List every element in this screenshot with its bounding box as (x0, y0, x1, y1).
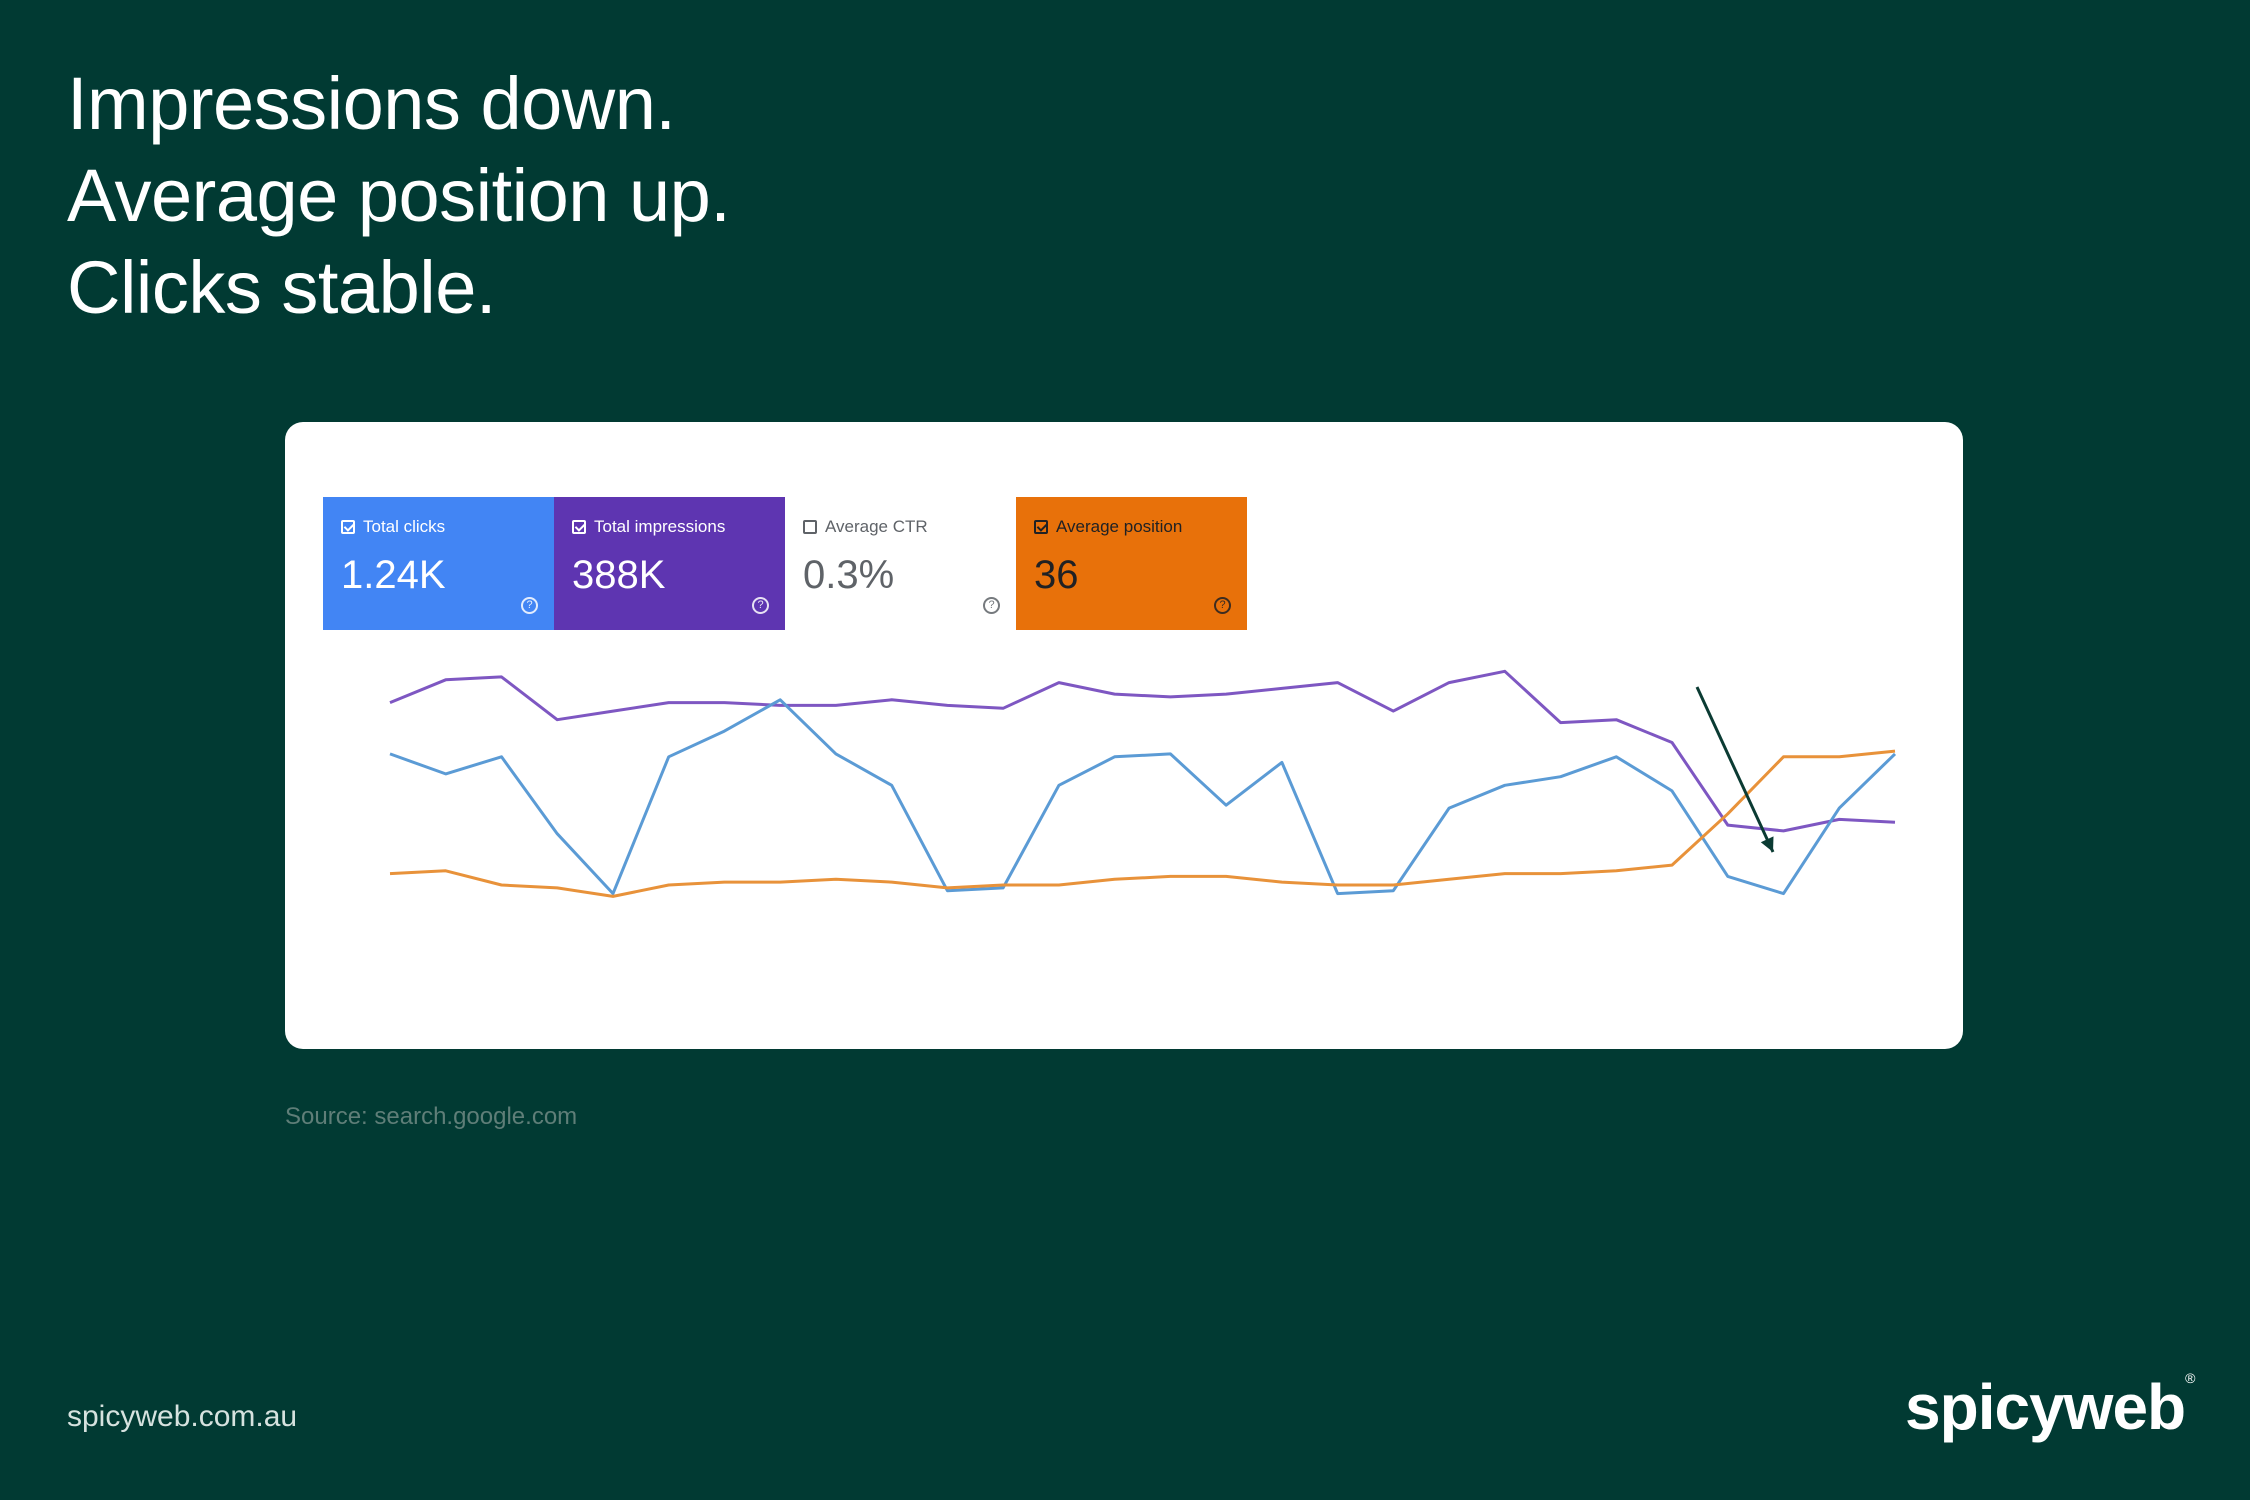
annotation-arrow-head (1760, 836, 1774, 852)
series-line-0 (389, 669, 1896, 833)
headline-line-2: Average position up. (67, 154, 731, 237)
metric-average-ctr[interactable]: Average CTR 0.3% ? (785, 497, 1016, 630)
help-icon[interactable]: ? (752, 597, 769, 614)
checkbox-icon[interactable] (341, 520, 355, 534)
headline-line-1: Impressions down. (67, 62, 676, 145)
metric-label: Average position (1056, 517, 1183, 536)
metric-value: 1.24K (341, 553, 446, 597)
help-icon[interactable]: ? (521, 597, 538, 614)
metric-label: Average CTR (825, 517, 928, 536)
checkbox-icon[interactable] (572, 520, 586, 534)
chart-card: Total clicks 1.24K ? Total impressions 3… (285, 422, 1963, 1049)
series-line-2 (389, 749, 1896, 898)
metric-tabs: Total clicks 1.24K ? Total impressions 3… (323, 497, 1247, 630)
registered-mark: ® (2185, 1370, 2195, 1386)
checkbox-icon[interactable] (803, 520, 817, 534)
line-chart (389, 669, 1897, 898)
metric-label: Total impressions (594, 517, 726, 536)
metric-average-position[interactable]: Average position 36 ? (1016, 497, 1247, 630)
source-note: Source: search.google.com (285, 1103, 578, 1130)
checkbox-icon[interactable] (1034, 520, 1048, 534)
metric-value: 388K (572, 553, 666, 597)
spicyweb-logo: spicyweb® (1905, 1370, 2195, 1444)
logo-text: spicyweb (1905, 1371, 2186, 1443)
help-icon[interactable]: ? (983, 597, 1000, 614)
metric-label: Total clicks (363, 517, 446, 536)
help-icon[interactable]: ? (1214, 597, 1231, 614)
headline: Impressions down. Average position up. C… (67, 58, 731, 334)
metric-value: 36 (1034, 553, 1079, 597)
metric-total-clicks[interactable]: Total clicks 1.24K ? (323, 497, 554, 630)
footer-url[interactable]: spicyweb.com.au (67, 1400, 298, 1433)
annotation-arrow-line (1695, 686, 1775, 853)
series-line-1 (389, 698, 1897, 896)
headline-line-3: Clicks stable. (67, 246, 496, 329)
metric-value: 0.3% (803, 553, 895, 597)
metric-total-impressions[interactable]: Total impressions 388K ? (554, 497, 785, 630)
